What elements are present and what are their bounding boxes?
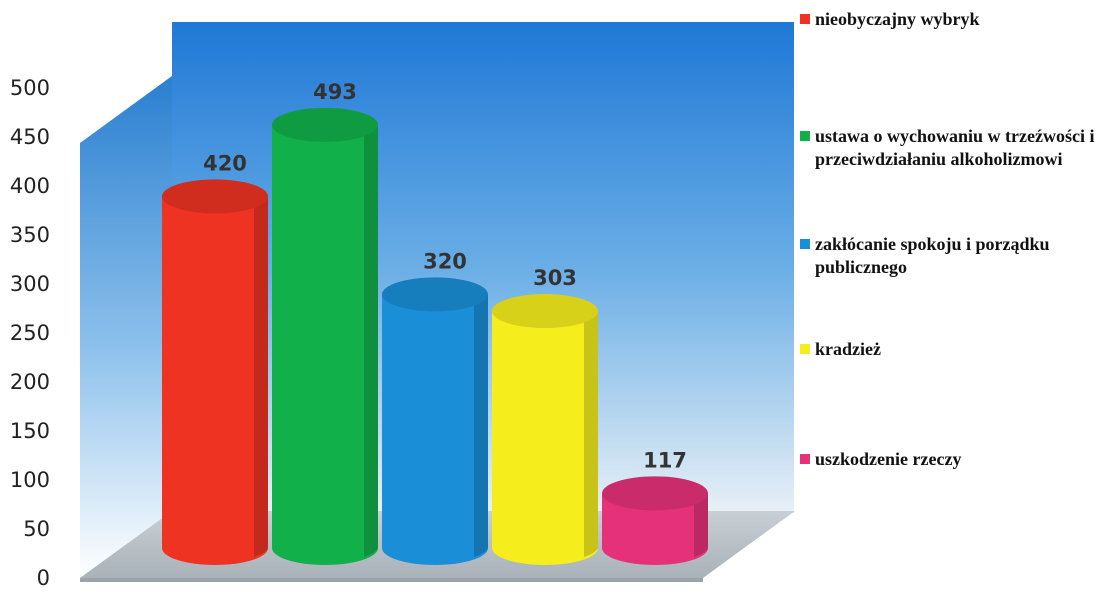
y-tick-label: 450 [10, 125, 50, 149]
legend-label: zakłócanie spokoju i porządku publiczneg… [815, 234, 1050, 277]
bar-body [382, 294, 488, 565]
y-tick-label: 350 [10, 223, 50, 247]
y-tick-label: 250 [10, 321, 50, 345]
legend-item: uszkodzenie rzeczy [800, 448, 1110, 471]
data-labels: 420 493 320 303 117 [203, 80, 687, 472]
legend-item: ustawa o wychowaniu w trzeźwości i przec… [800, 125, 1110, 171]
y-tick-label: 0 [37, 566, 50, 590]
bar-top [272, 107, 378, 142]
legend-item: zakłócanie spokoju i porządku publiczneg… [800, 233, 1110, 279]
y-tick-label: 100 [10, 468, 50, 492]
bar-body [162, 196, 268, 565]
bar [382, 277, 488, 565]
bar [492, 294, 598, 565]
bar-body [602, 493, 708, 565]
legend-label: ustawa o wychowaniu w trzeźwości i przec… [815, 126, 1095, 169]
data-label: 117 [643, 448, 687, 472]
bar [602, 476, 708, 565]
y-tick-label: 300 [10, 272, 50, 296]
bar-top [382, 277, 488, 312]
bar [272, 107, 378, 566]
bar [162, 179, 268, 565]
bars [162, 107, 708, 566]
legend-item: nieobyczajny wybryk [800, 8, 1110, 31]
y-tick-label: 150 [10, 419, 50, 443]
y-tick-label: 200 [10, 370, 50, 394]
data-label: 493 [313, 80, 357, 104]
bar-body [272, 124, 378, 566]
legend-swatch [800, 239, 810, 249]
legend-label: nieobyczajny wybryk [815, 9, 980, 29]
legend-label: kradzież [815, 339, 881, 359]
legend-swatch [800, 131, 810, 141]
bar-shade [364, 124, 378, 558]
floor-edge [80, 578, 703, 582]
legend-item: kradzież [800, 338, 1110, 361]
y-tick-label: 500 [10, 76, 50, 100]
y-axis: 0 50 100 150 200 250 300 350 400 450 500 [10, 76, 50, 590]
data-label: 303 [533, 266, 577, 290]
y-tick-label: 400 [10, 174, 50, 198]
bar-top [602, 476, 708, 511]
legend-label: uszkodzenie rzeczy [815, 449, 962, 469]
y-tick-label: 50 [23, 517, 50, 541]
bar-shade [254, 196, 268, 557]
data-label: 420 [203, 151, 247, 175]
bar-top [492, 294, 598, 329]
side-wall [80, 76, 172, 578]
bar-shade [694, 493, 708, 557]
bar-body [492, 311, 598, 565]
legend-swatch [800, 344, 810, 354]
bar-shade [474, 294, 488, 557]
data-label: 320 [423, 249, 467, 273]
bar-top [162, 179, 268, 214]
bar-shade [584, 311, 598, 557]
legend-swatch [800, 14, 810, 24]
legend-swatch [800, 454, 810, 464]
